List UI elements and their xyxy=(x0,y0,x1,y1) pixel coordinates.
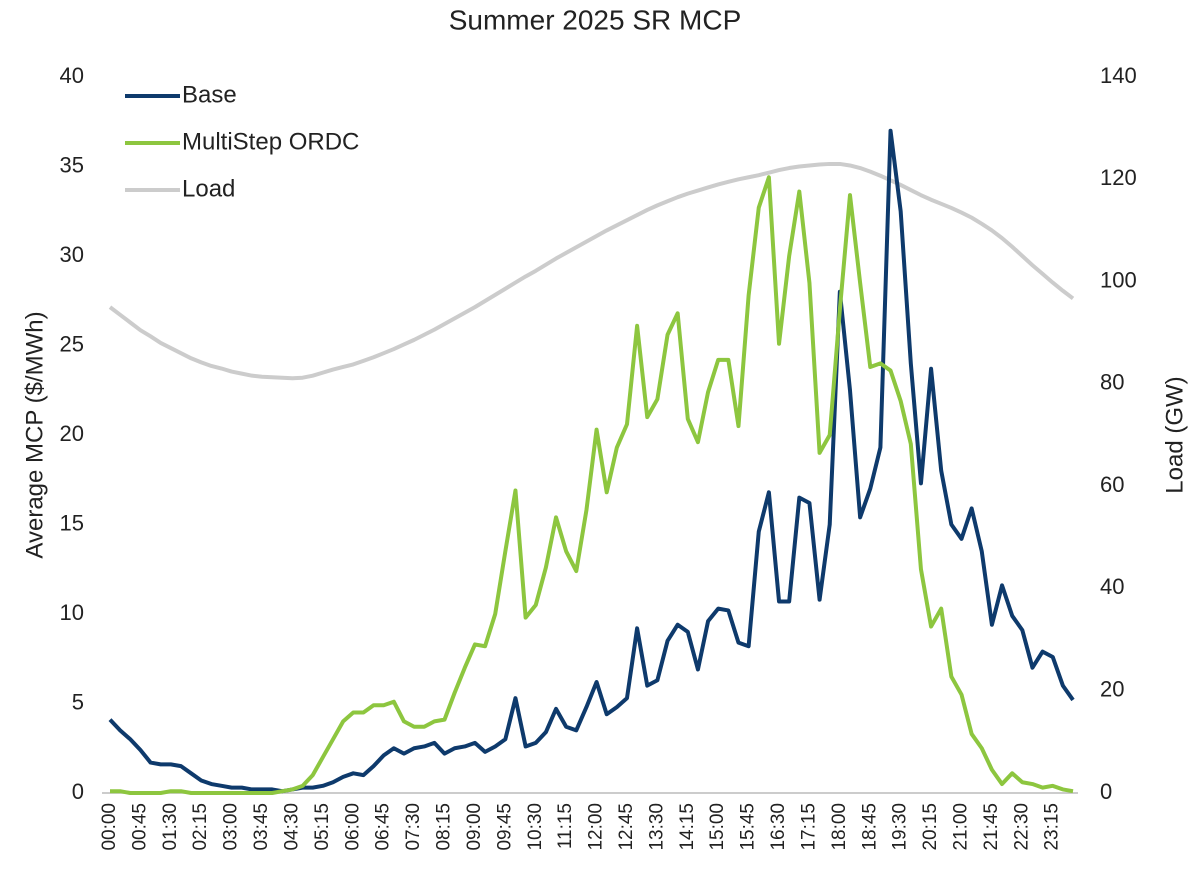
y2-tick-label: 140 xyxy=(1100,63,1137,88)
x-tick-label: 21:00 xyxy=(951,803,972,851)
y2-tick-label: 0 xyxy=(1100,779,1112,804)
x-tick-label: 15:45 xyxy=(738,803,759,851)
x-tick-label: 18:00 xyxy=(829,803,850,851)
chart-title: Summer 2025 SR MCP xyxy=(449,4,742,35)
y-tick-label: 35 xyxy=(60,152,84,177)
x-tick-label: 12:00 xyxy=(586,803,607,851)
x-tick-label: 05:15 xyxy=(312,803,333,851)
x-tick-label: 13:30 xyxy=(646,803,667,851)
x-tick-label: 06:45 xyxy=(373,803,394,851)
x-tick-label: 18:45 xyxy=(859,803,880,851)
y2-tick-label: 40 xyxy=(1100,574,1124,599)
y-tick-label: 5 xyxy=(72,689,84,714)
x-tick-label: 01:30 xyxy=(160,803,181,851)
x-tick-label: 03:45 xyxy=(251,803,272,851)
x-tick-label: 17:15 xyxy=(798,803,819,851)
x-tick-label: 20:15 xyxy=(920,803,941,851)
x-tick-label: 21:45 xyxy=(981,803,1002,851)
x-tick-label: 12:45 xyxy=(616,803,637,851)
x-tick-label: 06:00 xyxy=(342,803,363,851)
x-tick-label: 00:00 xyxy=(99,803,120,851)
x-tick-label: 09:45 xyxy=(494,803,515,851)
x-tick-label: 19:30 xyxy=(890,803,911,851)
x-tick-label: 07:30 xyxy=(403,803,424,851)
y2-tick-label: 100 xyxy=(1100,267,1137,292)
y2-tick-label: 20 xyxy=(1100,677,1124,702)
x-tick-label: 08:15 xyxy=(434,803,455,851)
series-line xyxy=(108,161,1075,381)
x-tick-label: 03:00 xyxy=(221,803,242,851)
y-tick-label: 10 xyxy=(60,600,84,625)
x-tick-label: 04:30 xyxy=(281,803,302,851)
legend-label: Load xyxy=(182,175,235,202)
x-tick-label: 00:45 xyxy=(129,803,150,851)
x-tick-label: 15:00 xyxy=(707,803,728,851)
x-tick-label: 14:15 xyxy=(677,803,698,851)
x-tick-label: 09:00 xyxy=(464,803,485,851)
series-line xyxy=(108,128,1075,794)
y-tick-label: 30 xyxy=(60,242,84,267)
x-tick-label: 16:30 xyxy=(768,803,789,851)
y2-tick-label: 60 xyxy=(1100,472,1124,497)
y-tick-label: 20 xyxy=(60,421,84,446)
y-tick-label: 40 xyxy=(60,63,84,88)
y-axis-title: Average MCP ($/MWh) xyxy=(21,311,48,558)
y2-tick-label: 120 xyxy=(1100,165,1137,190)
y-tick-label: 0 xyxy=(72,779,84,804)
x-tick-label: 02:15 xyxy=(190,803,211,851)
legend-label: MultiStep ORDC xyxy=(182,128,359,155)
x-tick-label: 11:15 xyxy=(555,803,576,849)
y2-axis-title: Load (GW) xyxy=(1161,376,1188,493)
x-tick-label: 23:15 xyxy=(1042,803,1063,851)
y2-tick-label: 80 xyxy=(1100,370,1124,395)
legend-label: Base xyxy=(182,81,237,108)
y-tick-label: 15 xyxy=(60,510,84,535)
x-tick-label: 22:30 xyxy=(1011,803,1032,851)
x-tick-label: 10:30 xyxy=(525,803,546,851)
y-tick-label: 25 xyxy=(60,331,84,356)
series-line xyxy=(110,175,1074,795)
